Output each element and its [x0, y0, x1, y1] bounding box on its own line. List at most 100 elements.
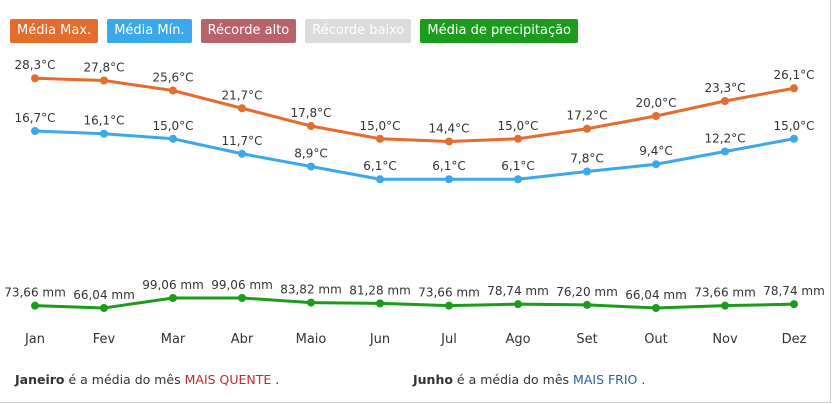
data-point	[721, 147, 729, 156]
x-tick-label: Maio	[296, 332, 327, 347]
note-text: é a média do mês	[456, 372, 570, 387]
data-point	[238, 149, 246, 158]
data-point	[514, 134, 522, 143]
data-label: 16,1°C	[83, 114, 124, 128]
data-point	[31, 301, 39, 310]
legend-button[interactable]: Récorde alto	[200, 19, 297, 43]
x-tick-label: Mar	[161, 332, 186, 347]
data-point	[169, 86, 177, 95]
data-label: 81,28 mm	[349, 283, 411, 297]
data-point	[652, 303, 660, 312]
data-label: 17,2°C	[566, 109, 607, 123]
data-point	[721, 96, 729, 105]
data-label: 76,20 mm	[556, 285, 618, 299]
data-point	[583, 300, 591, 309]
data-label: 14,4°C	[428, 121, 469, 135]
data-point	[169, 293, 177, 302]
data-point	[721, 301, 729, 310]
data-point	[445, 175, 453, 184]
data-label: 99,06 mm	[211, 278, 273, 292]
data-point	[100, 129, 108, 138]
data-label: 21,7°C	[221, 88, 262, 102]
data-label: 73,66 mm	[4, 286, 66, 300]
series-line	[34, 76, 795, 143]
data-label: 7,8°C	[570, 152, 603, 166]
data-label: 27,8°C	[83, 61, 124, 75]
data-point	[583, 167, 591, 176]
x-tick-label: Set	[576, 332, 597, 347]
data-label: 15,0°C	[152, 119, 193, 133]
data-label: 20,0°C	[635, 96, 676, 110]
data-label: 15,0°C	[359, 119, 400, 133]
x-tick-label: Ago	[505, 332, 530, 347]
data-label: 15,0°C	[497, 119, 538, 133]
data-point	[169, 134, 177, 143]
x-tick-label: Fev	[93, 332, 116, 347]
data-label: 26,1°C	[773, 68, 814, 82]
data-label: 66,04 mm	[625, 288, 687, 302]
data-point	[790, 84, 798, 93]
legend-button[interactable]: Récorde baixo	[305, 19, 412, 43]
data-label: 6,1°C	[432, 159, 465, 173]
data-label: 15,0°C	[773, 119, 814, 133]
note-month: Junho	[413, 372, 453, 387]
x-tick-label: Jun	[369, 332, 390, 347]
data-label: 66,04 mm	[73, 288, 135, 302]
data-label: 8,9°C	[294, 147, 327, 161]
data-label: 16,7°C	[14, 111, 55, 125]
data-point	[100, 303, 108, 312]
data-label: 6,1°C	[363, 159, 396, 173]
data-point	[100, 76, 108, 85]
data-point	[445, 301, 453, 310]
data-label: 11,7°C	[221, 134, 262, 148]
x-tick-label: Jul	[440, 332, 457, 347]
data-label: 99,06 mm	[142, 278, 204, 292]
x-tick-label: Abr	[231, 332, 254, 347]
note-text: é a média do mês	[68, 372, 181, 387]
note-highlight: MAIS QUENTE	[184, 372, 272, 387]
legend: Média Max. Média Mín. Récorde alto Récorde …	[10, 19, 579, 43]
x-tick-label: Dez	[782, 332, 807, 347]
data-label: 25,6°C	[152, 71, 193, 85]
note: Junho é a média do mês MAIS FRIO .	[413, 372, 645, 387]
data-point	[238, 293, 246, 302]
x-tick-label: Nov	[712, 332, 738, 347]
data-point	[31, 127, 39, 136]
note-month: Janeiro	[15, 372, 65, 387]
data-point	[307, 298, 315, 307]
data-point	[307, 122, 315, 131]
note-end: .	[275, 372, 280, 387]
x-tick-label: Out	[644, 332, 668, 347]
data-point	[652, 160, 660, 169]
data-point	[514, 175, 522, 184]
series-line	[34, 296, 795, 310]
data-label: 28,3°C	[14, 58, 55, 72]
legend-button[interactable]: Média de precipitação	[420, 19, 579, 43]
legend-button[interactable]: Média Mín.	[107, 19, 192, 43]
data-label: 23,3°C	[704, 81, 745, 95]
note-end: .	[641, 372, 646, 387]
legend-button[interactable]: Média Max.	[10, 19, 99, 43]
note: Janeiro é a média do mês MAIS QUENTE .	[15, 372, 279, 387]
data-point	[790, 134, 798, 143]
data-label: 9,4°C	[639, 144, 672, 158]
series-line	[34, 129, 795, 181]
data-point	[652, 112, 660, 120]
data-label: 78,74 mm	[763, 284, 825, 298]
data-label: 83,82 mm	[280, 283, 342, 297]
data-point	[445, 137, 453, 146]
data-point	[376, 134, 384, 143]
note-highlight: MAIS FRIO	[573, 372, 638, 387]
data-point	[31, 74, 39, 83]
data-label: 12,2°C	[704, 131, 745, 145]
data-point	[790, 300, 798, 309]
data-label: 78,74 mm	[487, 284, 549, 298]
data-point	[376, 299, 384, 308]
data-label: 6,1°C	[501, 159, 534, 173]
data-label: 73,66 mm	[694, 286, 756, 300]
data-point	[307, 162, 315, 171]
data-label: 73,66 mm	[418, 286, 480, 300]
data-label: 17,8°C	[290, 106, 331, 120]
